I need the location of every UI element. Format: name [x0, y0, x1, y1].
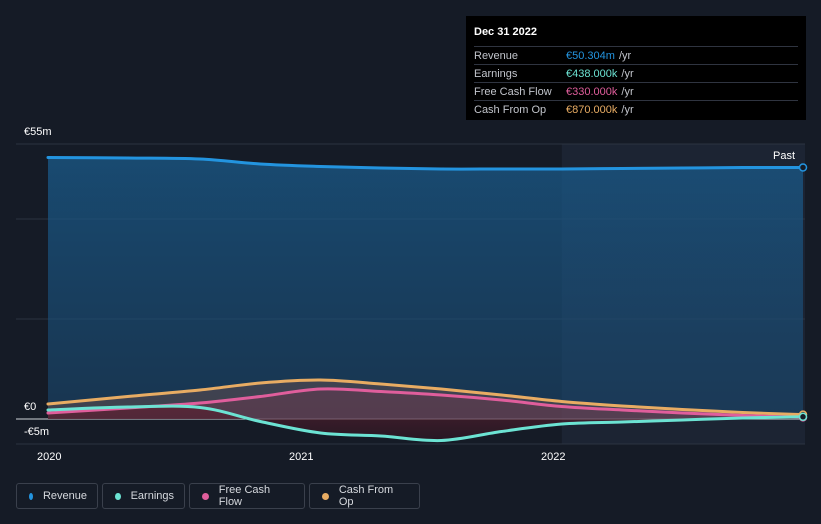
x-tick-label-2021: 2021 [289, 451, 314, 463]
point-earnings [798, 412, 808, 422]
tooltip-unit: /yr [621, 85, 634, 98]
tooltip-value: €50.304m [566, 49, 615, 62]
legend-dot-icon [322, 492, 329, 500]
revenue-area [48, 157, 803, 419]
legend-item-free-cash-flow[interactable]: Free Cash Flow [189, 483, 305, 509]
tooltip-row-cash-from-op: Cash From Op €870.000k /yr [474, 100, 798, 118]
x-tick-label-2020: 2020 [37, 451, 62, 463]
tooltip-unit: /yr [621, 103, 634, 116]
legend: Revenue Earnings Free Cash Flow Cash Fro… [16, 483, 424, 509]
tooltip-value: €870.000k [566, 103, 618, 116]
earnings-area [48, 406, 803, 441]
point-revenue [798, 163, 808, 172]
tooltip-label: Free Cash Flow [474, 85, 552, 98]
tooltip-date: Dec 31 2022 [474, 26, 537, 38]
line-revenue [46, 156, 805, 171]
tooltip-value: €438.000k [566, 67, 618, 80]
legend-label: Free Cash Flow [218, 484, 271, 508]
legend-item-cash-from-op[interactable]: Cash From Op [309, 483, 420, 509]
legend-item-earnings[interactable]: Earnings [102, 483, 185, 509]
tooltip-row-free-cash-flow: Free Cash Flow €330.000k /yr [474, 82, 798, 100]
legend-dot-icon [202, 492, 209, 500]
legend-label: Cash From Op [338, 484, 394, 508]
tooltip-label: Revenue [474, 49, 519, 62]
y-tick-label-top: €55m [24, 126, 52, 138]
past-label: Past [773, 150, 796, 162]
free-cash-flow-area [48, 388, 803, 419]
tooltip-row-revenue: Revenue €50.304m /yr [474, 46, 798, 64]
tooltip-unit: /yr [621, 67, 634, 80]
y-tick-label-bottom: -€5m [24, 426, 50, 438]
tooltip-label: Earnings [474, 67, 518, 80]
tooltip-row-earnings: Earnings €438.000k /yr [474, 64, 798, 82]
line-earnings [46, 404, 805, 443]
tooltip: Dec 31 2022 Revenue €50.304m /yr Earning… [466, 16, 806, 120]
legend-dot-icon [29, 492, 33, 500]
tooltip-unit: /yr [618, 49, 632, 62]
legend-label: Revenue [42, 490, 87, 502]
line-cash-from-op [46, 378, 805, 417]
legend-item-revenue[interactable]: Revenue [16, 483, 98, 509]
tooltip-label: Cash From Op [474, 103, 547, 116]
legend-label: Earnings [130, 490, 174, 502]
legend-dot-icon [115, 492, 121, 500]
y-tick-label-zero: €0 [24, 401, 37, 413]
line-free-cash-flow [46, 387, 805, 419]
x-tick-label-2022: 2022 [541, 451, 566, 463]
tooltip-value: €330.000k [566, 85, 618, 98]
